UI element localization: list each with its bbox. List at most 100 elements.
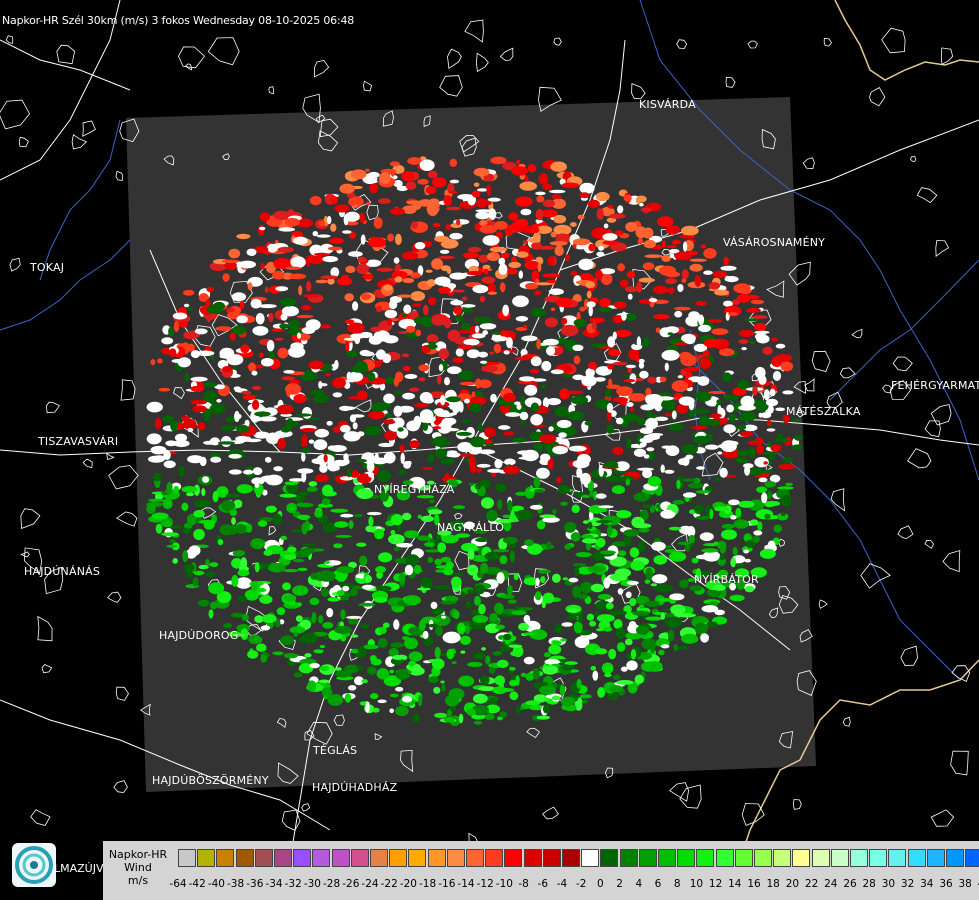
radar-echo <box>336 566 355 574</box>
radar-echo <box>639 427 654 435</box>
settlement-outline <box>5 35 14 44</box>
radar-echo <box>419 409 434 421</box>
radar-echo <box>626 402 634 407</box>
radar-echo <box>301 543 316 547</box>
radar-echo <box>667 423 685 431</box>
radar-echo <box>339 183 355 194</box>
radar-echo <box>636 433 643 446</box>
radar-echo <box>483 267 489 275</box>
radar-echo <box>273 210 291 220</box>
radar-echo <box>721 523 735 530</box>
radar-echo <box>669 593 685 601</box>
radar-echo <box>581 494 591 498</box>
radar-echo <box>327 278 335 285</box>
radar-echo <box>661 399 676 410</box>
radar-echo <box>224 260 237 271</box>
settlement-outline <box>631 83 646 100</box>
radar-echo <box>436 375 442 385</box>
radar-echo <box>298 636 307 643</box>
radar-echo <box>626 270 636 279</box>
radar-echo <box>531 226 540 234</box>
radar-echo <box>701 605 719 613</box>
radar-echo <box>688 410 696 418</box>
radar-echo <box>252 326 269 336</box>
radar-echo <box>638 362 645 369</box>
legend-title: Napkor-HR Wind m/s <box>108 848 168 887</box>
radar-echo <box>293 559 305 563</box>
legend-swatch <box>965 849 979 867</box>
radar-echo <box>536 195 545 203</box>
radar-echo <box>428 676 439 684</box>
radar-echo <box>402 205 417 214</box>
radar-echo <box>360 293 372 300</box>
legend-swatch <box>446 849 465 867</box>
legend-tick: 32 <box>900 878 915 890</box>
radar-echo <box>734 563 746 567</box>
radar-echo <box>168 326 175 337</box>
settlement-outline <box>604 428 621 441</box>
settlement-outline <box>281 809 301 831</box>
radar-echo <box>197 599 210 607</box>
radar-echo <box>578 613 583 624</box>
radar-echo <box>528 237 541 243</box>
radar-echo <box>509 691 519 701</box>
radar-echo <box>671 410 677 420</box>
radar-echo <box>741 347 747 351</box>
radar-echo <box>434 276 451 286</box>
radar-echo <box>572 294 582 302</box>
radar-echo <box>766 419 772 427</box>
radar-echo <box>309 662 320 669</box>
radar-echo <box>738 424 747 431</box>
radar-echo <box>432 426 442 430</box>
radar-echo <box>301 448 310 454</box>
radar-echo <box>466 708 476 716</box>
radar-echo <box>344 293 355 302</box>
radar-echo <box>695 490 711 494</box>
logo-icon <box>12 843 56 887</box>
radar-echo <box>614 230 624 236</box>
legend-tick: 30 <box>881 878 896 890</box>
radar-echo <box>361 679 368 684</box>
radar-echo <box>603 626 613 632</box>
radar-echo <box>757 521 763 531</box>
town-label: VÁSÁROSNAMÉNY <box>723 236 826 249</box>
town-label: MÁTÉSZALKA <box>786 405 861 418</box>
radar-echo <box>681 633 699 644</box>
radar-echo <box>736 578 746 590</box>
radar-echo <box>566 615 578 620</box>
radar-echo <box>542 704 550 714</box>
radar-echo <box>546 346 556 356</box>
radar-echo <box>313 252 330 256</box>
radar-echo <box>229 509 238 517</box>
radar-echo <box>447 366 462 375</box>
radar-echo <box>572 374 585 381</box>
radar-echo <box>638 277 655 283</box>
radar-echo <box>289 626 306 634</box>
radar-echo <box>360 623 369 629</box>
radar-echo <box>231 517 236 525</box>
radar-echo <box>671 380 689 392</box>
radar-echo <box>403 637 419 650</box>
radar-echo <box>408 660 416 667</box>
radar-echo <box>228 453 242 459</box>
radar-echo <box>503 350 510 355</box>
radar-echo <box>273 258 292 269</box>
radar-echo <box>435 625 443 637</box>
radar-echo <box>794 435 803 441</box>
radar-echo <box>680 225 699 236</box>
radar-echo <box>232 550 245 557</box>
radar-echo <box>384 413 393 417</box>
radar-echo <box>486 509 498 522</box>
radar-echo <box>358 602 376 607</box>
radar-echo <box>440 265 451 272</box>
radar-echo <box>339 424 351 433</box>
radar-echo <box>495 518 513 524</box>
radar-echo <box>334 204 350 213</box>
radar-echo <box>453 306 463 315</box>
radar-echo <box>301 327 316 334</box>
radar-echo <box>401 353 410 358</box>
radar-echo <box>397 405 414 413</box>
settlement-outline <box>20 508 41 529</box>
radar-echo <box>661 254 671 262</box>
radar-echo <box>237 595 247 603</box>
